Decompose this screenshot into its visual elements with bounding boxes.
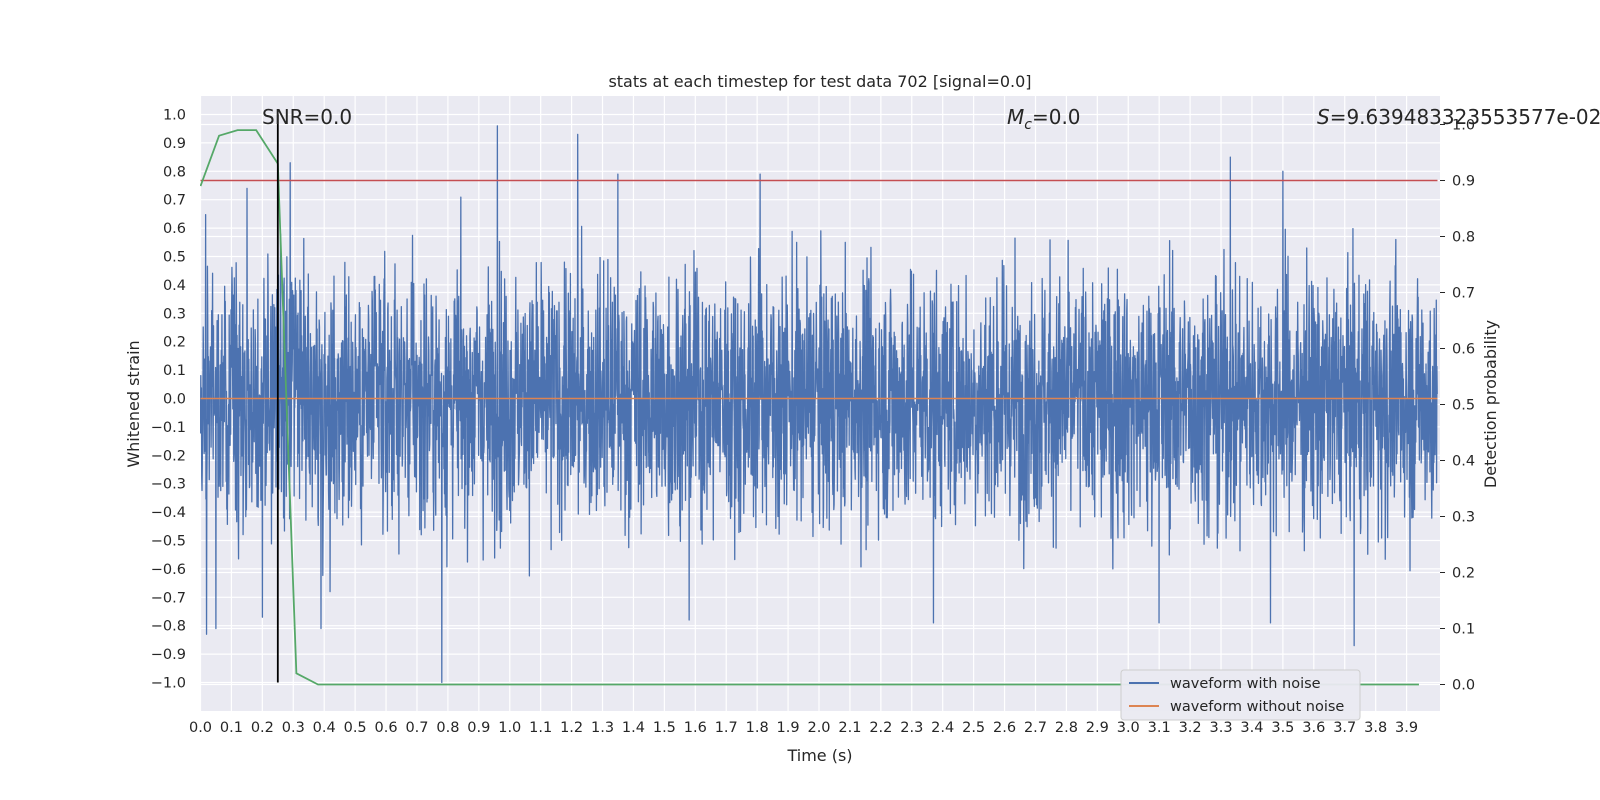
y-right-tick-label: 0.7	[1452, 286, 1475, 302]
s-symbol: S	[1317, 105, 1330, 129]
s-value: =9.639483323553577e-02	[1330, 105, 1600, 129]
mc-annotation: Mc=0.0	[1007, 105, 1081, 133]
x-tick-label: 2.5	[962, 720, 985, 736]
series-waveform-with-noise	[200, 125, 1438, 684]
y-right-tick-label: 0.0	[1452, 678, 1475, 694]
x-tick-label: 1.9	[777, 720, 800, 736]
x-tick-label: 2.7	[1024, 720, 1047, 736]
x-tick-label: 0.2	[251, 720, 274, 736]
y-tick-label: 0.3	[163, 306, 186, 322]
x-tick-label: 0.0	[189, 720, 212, 736]
x-tick-label: 0.1	[220, 720, 243, 736]
y-tick-label: 0.9	[163, 136, 186, 152]
x-tick-label: 1.6	[684, 720, 707, 736]
x-tick-label: 0.7	[405, 720, 428, 736]
y-tick-label: 0.8	[163, 164, 186, 180]
x-axis-label: Time (s)	[786, 746, 852, 765]
y-tick-label: 0.4	[163, 278, 186, 294]
mc-subscript: c	[1024, 117, 1032, 133]
y-tick-label: −0.3	[151, 477, 186, 493]
y-tick-label: 0.1	[163, 363, 186, 379]
x-tick-label: 2.8	[1055, 720, 1078, 736]
y-right-tick-label: 0.5	[1452, 398, 1475, 414]
y-tick-label: 0.0	[163, 392, 186, 408]
legend-label-clean: waveform without noise	[1170, 699, 1344, 715]
x-tick-label: 2.1	[838, 720, 861, 736]
x-tick-label: 0.4	[313, 720, 336, 736]
y-right-tick-labels: 1.0 0.9 0.8 0.7 0.6 0.5 0.4 0.3 0.2 0.1 0.0	[1452, 118, 1475, 694]
y-tick-labels: 1.0 0.9 0.8 0.7 0.6 0.5 0.4 0.3 0.2 0.1 0.0 −0.1 −0.…	[151, 108, 186, 692]
y-axis-label: Whitened strain	[124, 340, 143, 467]
x-tick-label: 1.3	[591, 720, 614, 736]
x-tick-label: 3.5	[1271, 720, 1294, 736]
legend: waveform with noise waveform without noi…	[1120, 669, 1361, 721]
y-right-tick-label: 1.0	[1452, 118, 1475, 134]
y-tick-label: 0.7	[163, 193, 186, 209]
y-right-tick-label: 0.6	[1452, 342, 1475, 358]
x-tick-label: 3.0	[1117, 720, 1140, 736]
x-tick-label: 2.2	[869, 720, 892, 736]
x-tick-label: 2.4	[931, 720, 954, 736]
x-tick-label: 2.6	[993, 720, 1016, 736]
x-tick-label: 3.4	[1240, 720, 1263, 736]
y-right-axis-label: Detection probability	[1481, 320, 1500, 488]
x-tick-label: 0.8	[436, 720, 459, 736]
y-tick-label: 0.2	[163, 335, 186, 351]
chart-marks	[200, 114, 1438, 686]
x-tick-label: 3.1	[1148, 720, 1171, 736]
y-right-tick-label: 0.9	[1452, 174, 1475, 190]
x-tick-label: 3.8	[1364, 720, 1387, 736]
x-tick-label: 1.0	[498, 720, 521, 736]
snr-annotation: SNR=0.0	[262, 105, 352, 129]
y-right-tick-label: 0.8	[1452, 230, 1475, 246]
x-tick-label: 2.9	[1086, 720, 1109, 736]
series-detection-probability	[200, 129, 1419, 686]
x-tick-label: 0.6	[375, 720, 398, 736]
x-tick-label: 3.3	[1209, 720, 1232, 736]
x-tick-label: 1.2	[560, 720, 583, 736]
x-tick-label: 3.6	[1302, 720, 1325, 736]
y-tick-label: −0.2	[151, 448, 186, 464]
x-tick-label: 0.9	[467, 720, 490, 736]
x-tick-label: 1.5	[653, 720, 676, 736]
y-tick-label: −0.9	[151, 647, 186, 663]
x-tick-label: 3.9	[1395, 720, 1418, 736]
x-tick-label: 2.3	[900, 720, 923, 736]
y-tick-label: −0.4	[151, 505, 186, 521]
y-right-tick-label: 0.4	[1452, 454, 1475, 470]
y-tick-label: −0.7	[151, 590, 186, 606]
y-tick-label: −0.8	[151, 619, 186, 635]
x-tick-label: 0.5	[344, 720, 367, 736]
chart-title: stats at each timestep for test data 702…	[608, 72, 1031, 91]
mc-symbol: M	[1007, 105, 1024, 129]
y-tick-label: 0.5	[163, 250, 186, 266]
y-right-tick-label: 0.2	[1452, 566, 1475, 582]
y-tick-label: −0.5	[151, 534, 186, 550]
x-tick-label: 3.2	[1179, 720, 1202, 736]
x-tick-label: 0.3	[282, 720, 305, 736]
y-tick-label: −0.1	[151, 420, 186, 436]
y-tick-label: −1.0	[151, 676, 186, 692]
x-tick-label: 1.1	[529, 720, 552, 736]
x-tick-label: 1.7	[715, 720, 738, 736]
y-tick-label: 1.0	[163, 108, 186, 124]
x-tick-label: 2.0	[807, 720, 830, 736]
y-tick-label: 0.6	[163, 221, 186, 237]
s-annotation: S=9.639483323553577e-02	[1317, 105, 1600, 129]
x-tick-label: 1.4	[622, 720, 645, 736]
mc-value: =0.0	[1032, 105, 1081, 129]
y-right-tick-label: 0.1	[1452, 622, 1475, 638]
y-right-tick-label: 0.3	[1452, 510, 1475, 526]
y-tick-label: −0.6	[151, 562, 186, 578]
x-tick-label: 1.8	[746, 720, 769, 736]
x-tick-labels: 0.0 0.1 0.2 0.3 0.4 0.5 0.6 0.7 0.8 0.9 1.0 1.1 1.2 1…	[189, 720, 1418, 736]
x-tick-label: 3.7	[1333, 720, 1356, 736]
legend-label-noise: waveform with noise	[1170, 676, 1321, 692]
legend-box	[1120, 669, 1361, 721]
